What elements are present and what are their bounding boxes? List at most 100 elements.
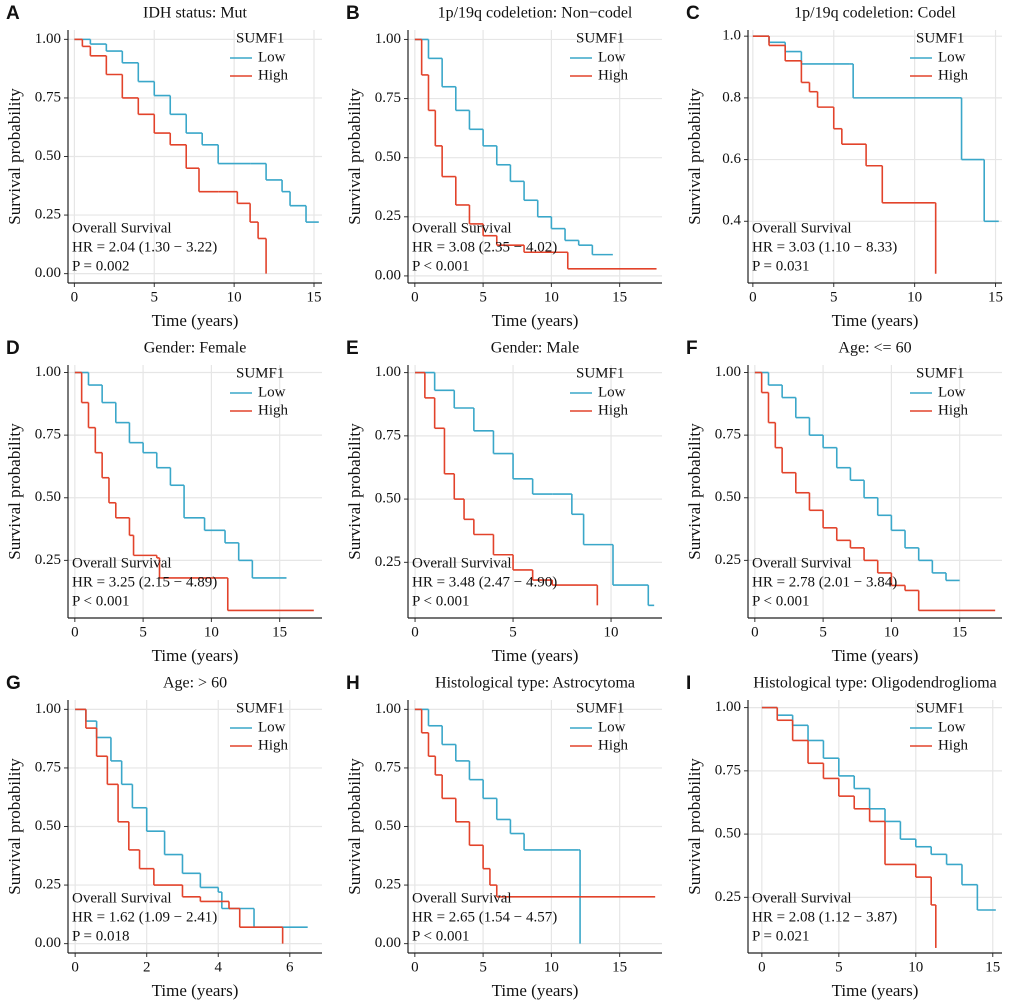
y-tick-label: 0.00 — [35, 265, 61, 281]
y-axis-title: Survival probability — [685, 88, 704, 225]
annotation: HR = 3.25 (2.15 − 4.89) — [72, 574, 217, 590]
y-tick-label: 0.50 — [35, 148, 61, 164]
x-tick-label: 15 — [612, 959, 627, 975]
y-axis-title: Survival probability — [345, 758, 364, 895]
legend-title: SUMF1 — [576, 700, 624, 716]
legend-label: High — [598, 737, 629, 753]
annotation: P = 0.031 — [752, 258, 810, 274]
legend-label: Low — [938, 49, 966, 65]
panel-label: I — [686, 673, 691, 694]
x-tick-label: 0 — [758, 959, 766, 975]
annotation: HR = 1.62 (1.09 − 2.41) — [72, 909, 217, 925]
x-tick-label: 0 — [749, 289, 757, 305]
annotation: Overall Survival — [72, 220, 172, 236]
chart-title: 1p/19q codeletion: Non−codel — [438, 5, 633, 22]
chart-title: Age: <= 60 — [838, 340, 911, 357]
y-tick-label: 0.75 — [375, 759, 401, 775]
annotation: HR = 2.08 (1.12 − 3.87) — [752, 909, 897, 925]
y-tick-label: 1.00 — [715, 364, 741, 380]
y-tick-label: 0.00 — [375, 935, 401, 951]
x-tick-label: 5 — [479, 959, 487, 975]
y-tick-label: 1.00 — [375, 701, 401, 717]
annotation: Overall Survival — [412, 890, 512, 906]
x-tick-label: 5 — [819, 624, 827, 640]
annotation: P < 0.001 — [752, 593, 810, 609]
x-tick-label: 0 — [71, 624, 79, 640]
legend-label: Low — [938, 384, 966, 400]
x-tick-label: 2 — [143, 959, 151, 975]
x-tick-label: 15 — [307, 289, 322, 305]
plot-background — [408, 365, 662, 618]
y-tick-label: 0.25 — [715, 889, 741, 905]
y-axis-title: Survival probability — [345, 423, 364, 560]
y-axis-title: Survival probability — [685, 423, 704, 560]
x-tick-label: 0 — [411, 289, 419, 305]
y-tick-label: 0.75 — [715, 427, 741, 443]
x-tick-label: 0 — [71, 959, 79, 975]
annotation: P = 0.002 — [72, 258, 130, 274]
y-tick-label: 0.75 — [35, 427, 61, 443]
legend-label: High — [258, 402, 289, 418]
panel-label: C — [686, 3, 700, 24]
legend-label: Low — [258, 719, 286, 735]
y-tick-label: 0.50 — [375, 149, 401, 165]
y-tick-label: 0.25 — [375, 208, 401, 224]
annotation: HR = 2.65 (1.54 − 4.57) — [412, 909, 557, 925]
annotation: Overall Survival — [752, 890, 852, 906]
annotation: HR = 3.08 (2.35 − 4.02) — [412, 239, 557, 255]
y-tick-label: 0.50 — [715, 489, 741, 505]
y-tick-label: 0.50 — [35, 489, 61, 505]
y-tick-label: 0.75 — [715, 762, 741, 778]
panel-label: D — [6, 338, 20, 359]
y-tick-label: 0.00 — [375, 267, 401, 283]
x-tick-label: 5 — [139, 624, 147, 640]
legend-label: High — [938, 67, 969, 83]
x-tick-label: 15 — [988, 289, 1003, 305]
y-tick-label: 0.8 — [722, 89, 741, 105]
x-tick-label: 10 — [884, 624, 899, 640]
y-tick-label: 0.75 — [375, 90, 401, 106]
y-tick-label: 0.50 — [375, 491, 401, 507]
y-tick-label: 0.25 — [715, 552, 741, 568]
legend-title: SUMF1 — [916, 700, 964, 716]
annotation: HR = 3.48 (2.47 − 4.90) — [412, 574, 557, 590]
x-tick-label: 10 — [544, 289, 559, 305]
x-tick-label: 0 — [411, 959, 419, 975]
x-axis-title: Time (years) — [832, 646, 919, 665]
legend-label: High — [598, 67, 629, 83]
y-tick-label: 0.25 — [35, 207, 61, 223]
chart-title: 1p/19q codeletion: Codel — [794, 5, 956, 22]
x-tick-label: 10 — [908, 959, 923, 975]
annotation: P < 0.001 — [412, 258, 470, 274]
annotation: HR = 2.78 (2.01 − 3.84) — [752, 574, 897, 590]
annotation: HR = 3.03 (1.10 − 8.33) — [752, 239, 897, 255]
panel-label: F — [686, 338, 698, 359]
annotation: P < 0.001 — [412, 928, 470, 944]
x-tick-label: 5 — [830, 289, 838, 305]
annotation: Overall Survival — [752, 220, 852, 236]
y-tick-label: 0.50 — [375, 818, 401, 834]
y-tick-label: 0.25 — [375, 877, 401, 893]
panel-label: H — [346, 673, 360, 694]
panel-label: E — [346, 338, 359, 359]
y-axis-title: Survival probability — [345, 88, 364, 225]
legend-label: Low — [258, 384, 286, 400]
x-tick-label: 15 — [612, 289, 627, 305]
legend-label: High — [938, 737, 969, 753]
legend-title: SUMF1 — [236, 700, 284, 716]
legend-label: Low — [598, 49, 626, 65]
y-axis-title: Survival probability — [685, 758, 704, 895]
x-tick-label: 10 — [204, 624, 219, 640]
legend-label: High — [258, 67, 289, 83]
x-tick-label: 0 — [411, 624, 419, 640]
y-tick-label: 0.25 — [35, 552, 61, 568]
legend-label: Low — [938, 719, 966, 735]
x-tick-label: 15 — [272, 624, 287, 640]
legend-label: Low — [258, 49, 286, 65]
annotation: Overall Survival — [412, 220, 512, 236]
panel-label: G — [6, 673, 21, 694]
x-tick-label: 10 — [544, 959, 559, 975]
x-tick-label: 6 — [286, 959, 294, 975]
y-tick-label: 1.00 — [35, 701, 61, 717]
